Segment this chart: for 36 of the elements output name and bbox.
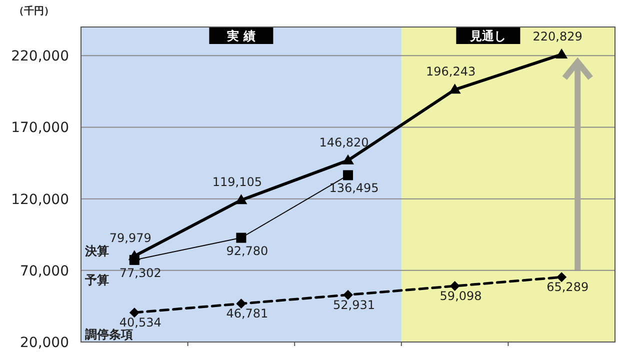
point: [342, 154, 354, 164]
series-label: 予算: [84, 272, 109, 287]
point: [343, 170, 353, 180]
data-label: 196,243: [426, 64, 476, 79]
point: [448, 84, 461, 94]
point: [236, 298, 246, 309]
data-label: 119,105: [212, 175, 262, 190]
point: [235, 194, 248, 204]
point: [129, 308, 140, 318]
data-label: 46,781: [226, 306, 268, 321]
series-label: 調停条項: [84, 328, 133, 342]
y-tick-label: 220,000: [11, 48, 69, 65]
point: [129, 254, 140, 265]
data-label: 40,534: [119, 316, 162, 330]
data-label: 146,820: [319, 135, 369, 150]
annotation: 実 績: [226, 29, 256, 43]
data-label: 65,289: [546, 280, 589, 294]
y-tick-label: 120,000: [11, 192, 69, 208]
y-tick-label: 170,000: [11, 120, 69, 136]
data-label: 59,098: [440, 289, 482, 304]
point: [236, 232, 246, 243]
data-label: 220,829: [532, 29, 582, 44]
series-label: 決算: [84, 244, 109, 258]
data-label: 79,979: [109, 231, 152, 246]
y-tick-label: 70,000: [20, 263, 69, 280]
data-label: 136,495: [329, 181, 379, 196]
y-axis-title: （千円）: [14, 5, 54, 17]
y-tick-label: 20,000: [20, 335, 69, 351]
annotation: 見通し: [469, 29, 506, 43]
data-label: 92,780: [226, 244, 268, 258]
data-label: 77,302: [119, 266, 162, 280]
point: [343, 290, 353, 300]
point: [556, 272, 567, 282]
point: [556, 48, 568, 58]
data-label: 52,931: [333, 298, 375, 312]
point: [450, 281, 460, 292]
